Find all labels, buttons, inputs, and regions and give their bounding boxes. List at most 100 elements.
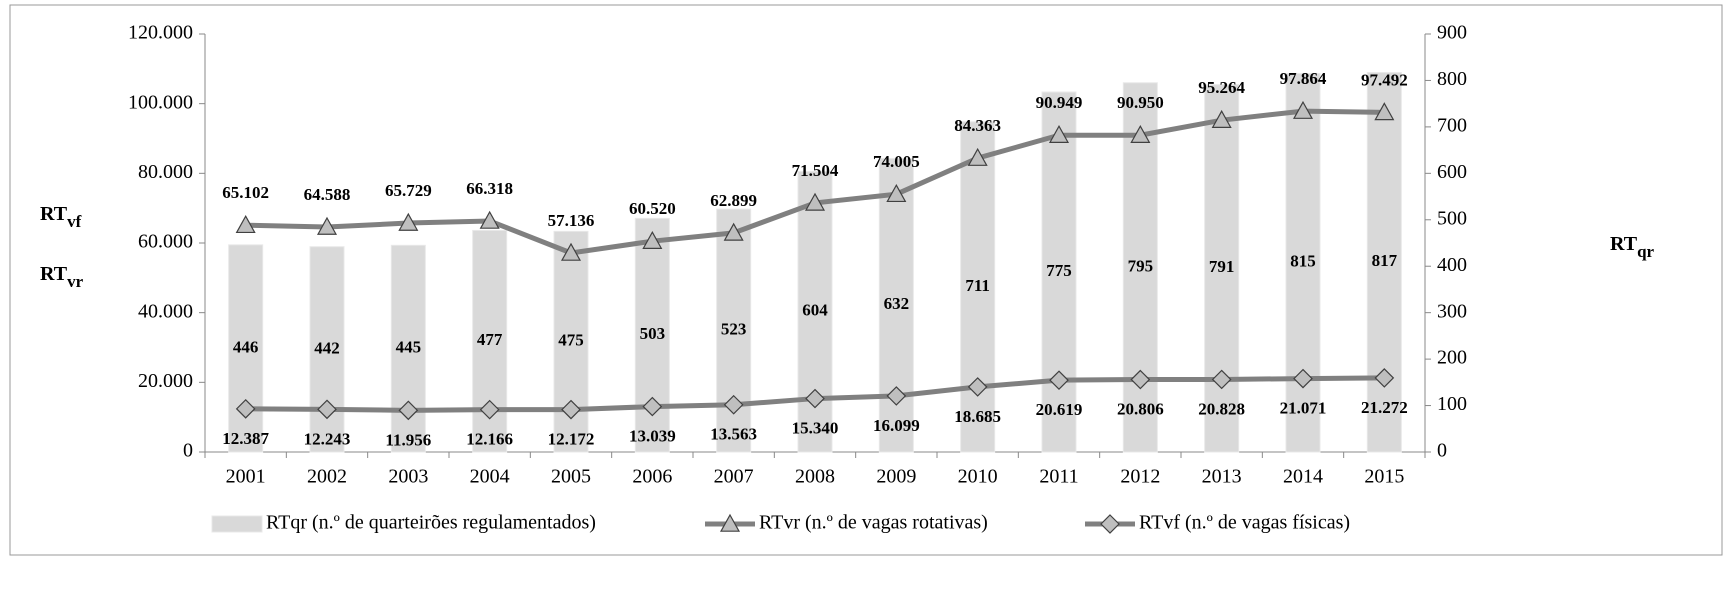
axis-title-sub: vr [67,272,84,291]
x-tick-label: 2007 [714,466,754,488]
marker [886,183,907,203]
y2-tick-label: 400 [1437,254,1467,276]
x-tick-label: 2011 [1039,466,1078,488]
marker [1049,370,1069,391]
data-label: 90.949 [1036,93,1083,112]
marker [1211,369,1232,390]
y-tick-label: 0 [183,440,193,462]
marker [1048,124,1070,143]
bar-label: 632 [884,294,910,313]
y2-tick-label: 300 [1437,300,1467,322]
bar-label: 477 [477,330,503,349]
data-label: 95.264 [1198,78,1245,97]
marker [316,216,338,235]
legend-label: RTqr (n.º de quarteirões regulamentados) [266,512,596,534]
data-label: 57.136 [548,211,595,230]
bar-label: 815 [1290,252,1316,271]
marker [886,386,907,406]
x-tick-label: 2005 [551,466,591,488]
data-label: 97.864 [1280,69,1327,88]
data-label: 21.272 [1361,398,1408,417]
marker [642,396,663,417]
legend-label: RTvr (n.º de vagas rotativas) [759,512,988,534]
data-label: 97.492 [1361,70,1408,89]
data-label: 12.243 [304,429,351,448]
axis-title: RTvr [40,263,84,291]
x-tick-label: 2010 [958,466,998,488]
data-label: 20.619 [1036,400,1083,419]
data-label: 21.071 [1280,399,1327,418]
marker [235,399,256,419]
data-label: 65.729 [385,181,432,200]
y2-tick-label: 200 [1437,347,1467,369]
data-label: 13.039 [629,426,676,445]
axis-title-main: RT [1610,233,1638,255]
marker [723,222,744,241]
axis-title-main: RT [40,203,68,225]
data-label: 60.520 [629,199,676,218]
bar-label: 442 [314,338,340,357]
bar-label: 795 [1128,256,1154,275]
bar-label: 523 [721,319,747,338]
data-label: 15.340 [792,418,839,437]
bar-label: 791 [1209,257,1235,276]
y2-tick-label: 900 [1437,22,1467,44]
bar-label: 711 [965,276,990,295]
y2-tick-label: 800 [1437,68,1467,90]
chart-frame [9,4,1723,556]
data-label: 12.166 [466,430,513,449]
y2-tick-label: 100 [1437,393,1467,415]
data-label: 62.899 [710,191,757,210]
y2-tick-label: 700 [1437,114,1467,136]
bar [1366,72,1402,453]
x-tick-label: 2014 [1283,466,1323,488]
marker [1374,102,1395,121]
marker [560,242,582,261]
marker [1130,369,1151,390]
data-label: 64.588 [304,185,351,204]
y2-tick-label: 600 [1437,161,1467,183]
marker [804,192,826,211]
x-tick-label: 2012 [1120,466,1160,488]
legend-swatch [211,515,263,533]
bar [1285,72,1321,453]
bar [1122,82,1158,453]
bar [960,121,996,453]
marker [805,388,825,409]
bar-label: 503 [640,324,666,343]
x-tick-label: 2002 [307,466,347,488]
data-label: 16.099 [873,416,920,435]
y2-tick-label: 500 [1437,207,1467,229]
x-tick-label: 2008 [795,466,835,488]
x-tick-label: 2009 [876,466,916,488]
bar [1204,84,1240,453]
axis-title: RTvf [40,203,82,231]
marker [479,399,500,420]
data-label: 20.806 [1117,399,1164,418]
marker [1211,109,1232,128]
axis-title-sub: vf [67,212,82,231]
data-label: 74.005 [873,152,920,171]
y2-tick-label: 0 [1437,440,1447,462]
marker [642,230,663,249]
x-tick-label: 2001 [226,466,266,488]
axis-title: RTqr [1610,233,1655,261]
marker [967,377,988,397]
y-tick-label: 80.000 [138,161,193,183]
data-label: 66.318 [466,179,513,198]
marker [1293,368,1313,389]
data-label: 84.363 [954,116,1001,135]
marker [1130,124,1151,143]
marker [398,212,419,231]
marker [317,399,337,420]
marker [1292,100,1314,119]
marker [561,399,581,420]
data-label: 13.563 [710,425,757,444]
x-tick-label: 2003 [388,466,428,488]
bar-label: 445 [396,338,422,357]
data-label: 90.950 [1117,93,1164,112]
bar-label: 475 [558,331,584,350]
bar-label: 604 [802,301,828,320]
y-tick-label: 20.000 [138,370,193,392]
